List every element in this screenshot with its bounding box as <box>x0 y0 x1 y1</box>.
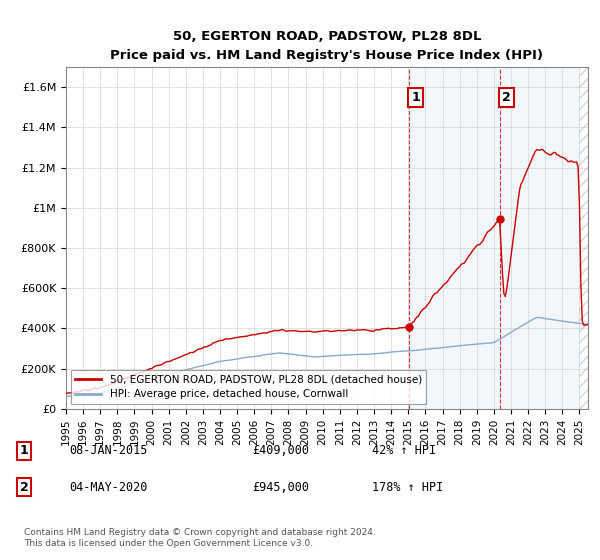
Text: 2: 2 <box>20 480 28 494</box>
Text: 1: 1 <box>20 444 28 458</box>
Bar <box>580 67 588 409</box>
Bar <box>580 67 588 409</box>
Bar <box>409 67 580 409</box>
Text: 04-MAY-2020: 04-MAY-2020 <box>69 480 148 494</box>
Text: £409,000: £409,000 <box>252 444 309 458</box>
Text: 2: 2 <box>502 91 511 104</box>
Legend: 50, EGERTON ROAD, PADSTOW, PL28 8DL (detached house), HPI: Average price, detach: 50, EGERTON ROAD, PADSTOW, PL28 8DL (det… <box>71 370 426 404</box>
Text: 42% ↑ HPI: 42% ↑ HPI <box>372 444 436 458</box>
Text: 1: 1 <box>412 91 420 104</box>
Text: 178% ↑ HPI: 178% ↑ HPI <box>372 480 443 494</box>
Title: 50, EGERTON ROAD, PADSTOW, PL28 8DL
Price paid vs. HM Land Registry's House Pric: 50, EGERTON ROAD, PADSTOW, PL28 8DL Pric… <box>110 30 544 62</box>
Text: Contains HM Land Registry data © Crown copyright and database right 2024.
This d: Contains HM Land Registry data © Crown c… <box>24 528 376 548</box>
Text: £945,000: £945,000 <box>252 480 309 494</box>
Text: 08-JAN-2015: 08-JAN-2015 <box>69 444 148 458</box>
